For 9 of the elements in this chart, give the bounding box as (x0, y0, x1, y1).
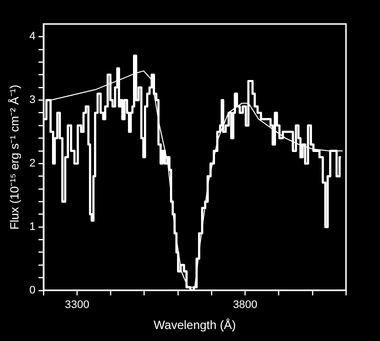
y-tick-label: 4 (29, 30, 36, 43)
y-tick-label: 1 (29, 221, 36, 234)
x-tick-label: 3800 (232, 299, 258, 312)
x-tick-label: 3300 (64, 299, 90, 312)
y-tick-label: 0 (29, 284, 36, 296)
y-axis-title: Flux (10⁻¹⁵ erg s⁻¹ cm⁻² Å⁻¹) (8, 84, 22, 230)
x-axis-title: Wavelength (Å) (154, 318, 236, 332)
y-tick-label: 3 (29, 94, 36, 106)
y-tick-label: 2 (29, 158, 36, 170)
